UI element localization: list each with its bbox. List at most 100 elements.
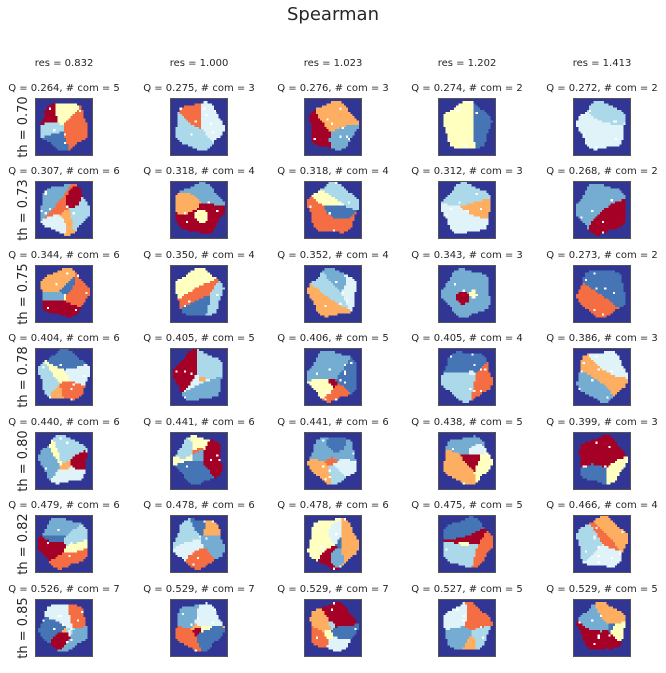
community-map-panel	[573, 348, 631, 406]
community-map-panel	[438, 181, 496, 239]
column-res-label: res = 1.000	[139, 58, 259, 69]
community-map-panel	[438, 348, 496, 406]
community-map	[305, 266, 361, 322]
subplot-title: Q = 0.405, # com = 5	[134, 333, 264, 344]
row-threshold-label: th = 0.73	[16, 165, 32, 255]
subplot-title: Q = 0.352, # com = 4	[268, 250, 398, 261]
subplot-title: Q = 0.406, # com = 5	[268, 333, 398, 344]
community-map-panel	[170, 348, 228, 406]
subplot-title: Q = 0.264, # com = 5	[0, 83, 129, 94]
community-map-panel	[438, 599, 496, 657]
community-map	[439, 266, 495, 322]
subplot-title: Q = 0.404, # com = 6	[0, 333, 129, 344]
row-threshold-label: th = 0.85	[16, 583, 32, 673]
community-map-panel	[573, 515, 631, 573]
community-map-panel	[170, 98, 228, 156]
community-map	[305, 99, 361, 155]
column-res-label: res = 1.023	[273, 58, 393, 69]
community-map	[36, 433, 92, 489]
community-map	[439, 182, 495, 238]
community-map	[36, 516, 92, 572]
community-map	[574, 433, 630, 489]
community-map	[305, 349, 361, 405]
community-map	[574, 516, 630, 572]
subplot-title: Q = 0.441, # com = 6	[268, 417, 398, 428]
subplot-title: Q = 0.405, # com = 4	[402, 333, 532, 344]
community-map-panel	[170, 432, 228, 490]
community-map	[439, 99, 495, 155]
subplot-title: Q = 0.526, # com = 7	[0, 584, 129, 595]
community-map	[36, 99, 92, 155]
row-threshold-label: th = 0.75	[16, 249, 32, 339]
subplot-title: Q = 0.529, # com = 5	[537, 584, 666, 595]
community-map-panel	[304, 515, 362, 573]
subplot-title: Q = 0.479, # com = 6	[0, 500, 129, 511]
subplot-title: Q = 0.399, # com = 3	[537, 417, 666, 428]
community-map	[36, 182, 92, 238]
row-threshold-label: th = 0.82	[16, 499, 32, 589]
subplot-title: Q = 0.475, # com = 5	[402, 500, 532, 511]
subplot-title: Q = 0.343, # com = 3	[402, 250, 532, 261]
community-map-panel	[573, 181, 631, 239]
community-map-panel	[35, 599, 93, 657]
subplot-title: Q = 0.318, # com = 4	[134, 166, 264, 177]
subplot-title: Q = 0.527, # com = 5	[402, 584, 532, 595]
community-map-panel	[304, 348, 362, 406]
community-map	[574, 349, 630, 405]
community-map	[305, 182, 361, 238]
community-map	[171, 349, 227, 405]
community-map	[171, 99, 227, 155]
figure-title: Spearman	[0, 4, 666, 25]
community-map	[305, 433, 361, 489]
subplot-title: Q = 0.318, # com = 4	[268, 166, 398, 177]
community-map-panel	[35, 265, 93, 323]
community-map	[574, 600, 630, 656]
community-map	[439, 349, 495, 405]
column-res-label: res = 1.413	[542, 58, 662, 69]
community-map-panel	[35, 348, 93, 406]
community-map	[171, 266, 227, 322]
subplot-title: Q = 0.438, # com = 5	[402, 417, 532, 428]
subplot-title: Q = 0.275, # com = 3	[134, 83, 264, 94]
subplot-title: Q = 0.276, # com = 3	[268, 83, 398, 94]
community-map-panel	[573, 98, 631, 156]
subplot-title: Q = 0.344, # com = 6	[0, 250, 129, 261]
community-map-panel	[438, 98, 496, 156]
community-map-panel	[304, 265, 362, 323]
community-map	[171, 182, 227, 238]
community-map	[171, 516, 227, 572]
row-threshold-label: th = 0.80	[16, 416, 32, 506]
community-map	[36, 266, 92, 322]
subplot-title: Q = 0.307, # com = 6	[0, 166, 129, 177]
community-map-panel	[304, 98, 362, 156]
community-map-panel	[170, 265, 228, 323]
community-map	[305, 600, 361, 656]
community-map-panel	[304, 432, 362, 490]
community-map	[574, 182, 630, 238]
community-map	[36, 600, 92, 656]
community-map-panel	[304, 181, 362, 239]
community-map-panel	[304, 599, 362, 657]
subplot-title: Q = 0.273, # com = 2	[537, 250, 666, 261]
community-map	[439, 516, 495, 572]
subplot-title: Q = 0.312, # com = 3	[402, 166, 532, 177]
community-map-panel	[573, 432, 631, 490]
column-res-label: res = 1.202	[407, 58, 527, 69]
community-map-panel	[35, 515, 93, 573]
subplot-title: Q = 0.529, # com = 7	[134, 584, 264, 595]
community-map-panel	[35, 98, 93, 156]
community-map-panel	[35, 181, 93, 239]
subplot-title: Q = 0.350, # com = 4	[134, 250, 264, 261]
subplot-title: Q = 0.274, # com = 2	[402, 83, 532, 94]
subplot-title: Q = 0.466, # com = 4	[537, 500, 666, 511]
community-map	[574, 99, 630, 155]
row-threshold-label: th = 0.70	[16, 82, 32, 172]
row-threshold-label: th = 0.78	[16, 332, 32, 422]
subplot-title: Q = 0.529, # com = 7	[268, 584, 398, 595]
community-map-panel	[170, 599, 228, 657]
community-map	[574, 266, 630, 322]
subplot-title: Q = 0.478, # com = 6	[268, 500, 398, 511]
community-map-panel	[438, 432, 496, 490]
community-map	[171, 600, 227, 656]
column-res-label: res = 0.832	[4, 58, 124, 69]
